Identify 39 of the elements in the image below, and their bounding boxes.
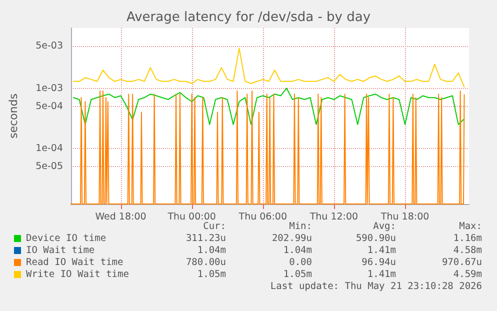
y-axis-title: seconds	[7, 93, 20, 138]
text: Min:	[289, 221, 312, 232]
text: 202.99u	[272, 233, 312, 244]
y-tick-label: 1e-03	[36, 82, 63, 94]
line-series	[72, 88, 465, 126]
legend-label: IO Wait time	[26, 245, 95, 256]
x-tick-label: Thu 00:00	[166, 212, 216, 222]
text: 780.00u	[184, 257, 226, 268]
x-tick-label: Thu 18:00	[380, 212, 430, 222]
text: 0.00	[289, 257, 312, 268]
text: Cur:	[202, 221, 226, 232]
text: 1.05m	[196, 269, 226, 280]
x-tick-label: Thu 06:00	[238, 212, 288, 222]
text: 96.94u	[362, 257, 396, 268]
legend-label: Device IO time	[26, 233, 106, 244]
chart-title: Average latency for /dev/sda - by day	[126, 10, 371, 25]
legend-label: Read IO Wait time	[26, 257, 124, 268]
text: Last update: Thu May 21 23:10:28 2026	[270, 281, 482, 292]
text: 1.04m	[196, 245, 226, 256]
text: Max:	[459, 221, 482, 232]
text: 4.58m	[453, 245, 482, 256]
y-tick-label: 5e-03	[36, 40, 63, 52]
y-tick-label: 5e-04	[36, 100, 63, 112]
legend-label: Write IO Wait time	[26, 269, 129, 280]
line-series	[72, 48, 465, 88]
text: 970.67u	[442, 257, 482, 268]
text: 590.90u	[356, 233, 396, 244]
text: 4.59m	[453, 269, 482, 280]
x-tick-label: Wed 18:00	[95, 212, 146, 222]
text: 1.16m	[453, 233, 482, 244]
text: 1.41m	[367, 269, 396, 280]
text: 1.41m	[367, 245, 396, 256]
y-tick-label: 5e-05	[36, 161, 63, 172]
x-tick-label: Thu 12:00	[308, 212, 358, 222]
y-tick-label: 1e-04	[36, 143, 63, 154]
text: 311.23u	[184, 233, 226, 244]
text: Avg:	[373, 221, 396, 232]
text: 1.05m	[283, 269, 312, 280]
text: 1.04m	[283, 245, 312, 256]
